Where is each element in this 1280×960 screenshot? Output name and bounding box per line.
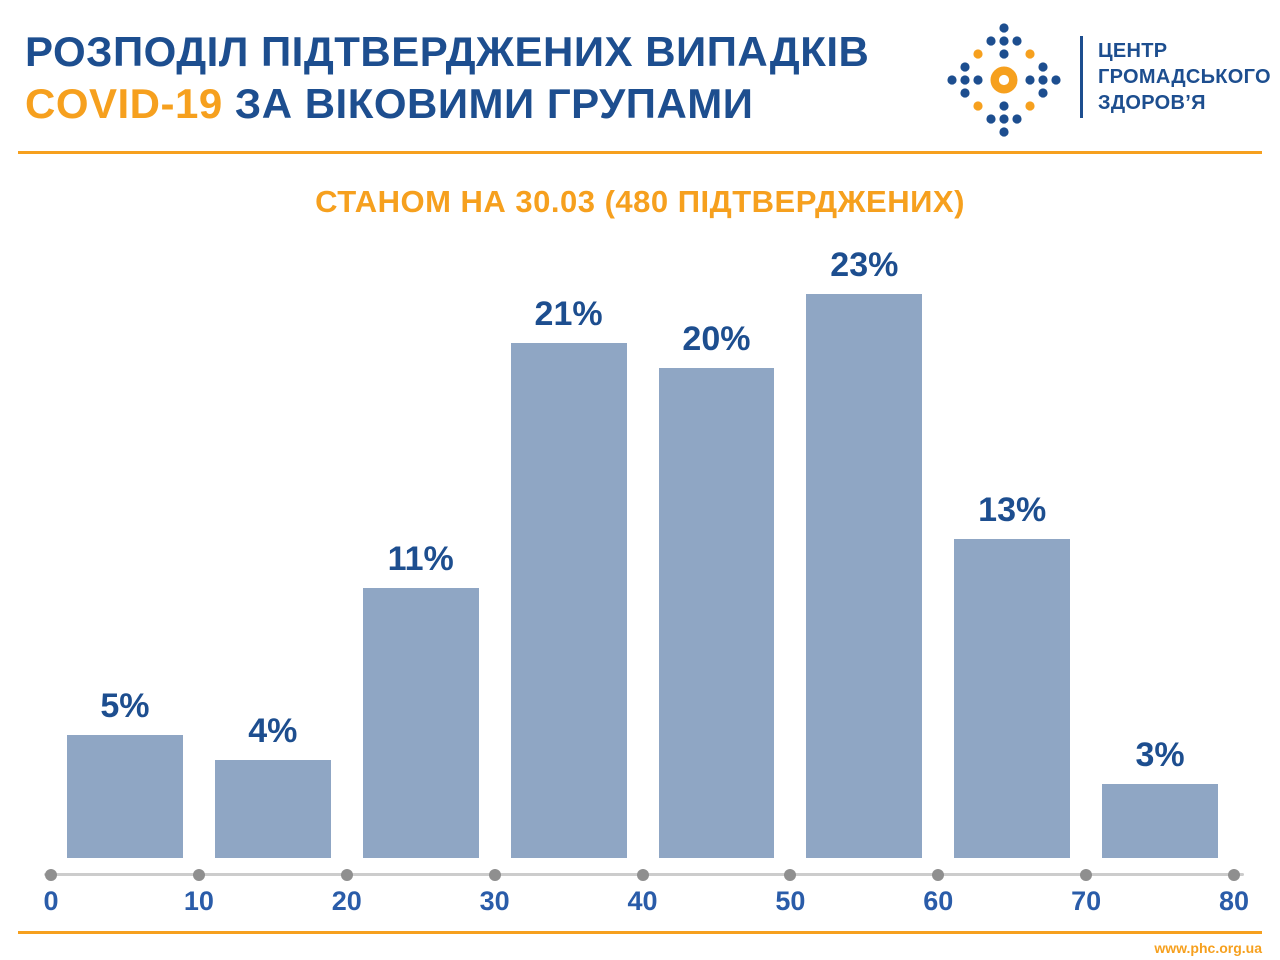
- chart-subtitle: СТАНОМ НА 30.03 (480 ПІДТВЕРДЖЕНИХ): [315, 184, 965, 219]
- bar-age-60–70: [954, 539, 1071, 858]
- axis-tick-label-40: 40: [627, 886, 658, 916]
- bar-value-label-20–30: 11%: [387, 540, 454, 578]
- axis-tick-label-10: 10: [183, 886, 214, 916]
- logo-text-line1: ЦЕНТР: [1098, 40, 1168, 62]
- bar-age-0–10: [67, 735, 183, 858]
- footer-divider: [18, 931, 1262, 934]
- bar-age-50–60: [806, 294, 923, 858]
- phc-dots-logo-icon: [947, 23, 1061, 137]
- axis-tick-label-60: 60: [923, 886, 954, 916]
- logo-separator: [1080, 36, 1083, 118]
- axis-tick-dot-70: [1080, 869, 1093, 881]
- bar-value-label-60–70: 13%: [978, 491, 1047, 529]
- logo-text: ЦЕНТР ГРОМАДСЬКОГО ЗДОРОВ’Я: [1098, 38, 1271, 116]
- axis-tick-label-0: 0: [43, 886, 59, 916]
- axis-tick-dot-50: [784, 869, 797, 881]
- bar-value-label-50–60: 23%: [830, 246, 899, 284]
- bar-value-label-70–80: 3%: [1135, 736, 1185, 774]
- page-title: РОЗПОДІЛ ПІДТВЕРДЖЕНИХ ВИПАДКІВ COVID-19…: [25, 26, 869, 130]
- logo-text-line2: ГРОМАДСЬКОГО: [1098, 66, 1271, 88]
- axis-tick-dot-10: [192, 869, 205, 881]
- axis-tick-dot-80: [1228, 869, 1240, 881]
- axis-tick-label-30: 30: [479, 886, 510, 916]
- axis-tick-dot-30: [488, 869, 501, 881]
- axis-tick-dot-0: [45, 869, 57, 881]
- axis-tick-label-80: 80: [1218, 886, 1250, 916]
- bar-value-label-40–50: 20%: [682, 320, 751, 358]
- logo-text-line3: ЗДОРОВ’Я: [1098, 92, 1206, 114]
- phc-logo: ЦЕНТР ГРОМАДСЬКОГО ЗДОРОВ’Я: [944, 18, 1271, 142]
- axis-tick-label-70: 70: [1071, 886, 1102, 916]
- logo-center-ring: [990, 66, 1018, 94]
- bar-age-10–20: [214, 760, 331, 858]
- bar-value-label-10–20: 4%: [248, 712, 298, 750]
- page-title-line2: COVID-19 ЗА ВІКОВИМИ ГРУПАМИ: [25, 78, 869, 130]
- bar-age-20–30: [362, 588, 479, 858]
- bar-age-40–50: [658, 368, 775, 858]
- bar-age-70–80: [1102, 784, 1218, 858]
- page-title-line1: РОЗПОДІЛ ПІДТВЕРДЖЕНИХ ВИПАДКІВ: [25, 28, 870, 75]
- axis-tick-dot-40: [636, 869, 649, 881]
- axis-tick-label-50: 50: [775, 886, 806, 916]
- axis-tick-dot-20: [340, 869, 353, 881]
- header-divider: [18, 151, 1262, 154]
- bar-value-label-0–10: 5%: [100, 687, 150, 725]
- footer-url: www.phc.org.ua: [1154, 940, 1262, 956]
- page-title-line2-rest: ЗА ВІКОВИМИ ГРУПАМИ: [234, 80, 754, 127]
- axis-tick-label-20: 20: [331, 886, 362, 916]
- covid19-highlight: COVID-19: [25, 80, 223, 127]
- bar-value-label-30–40: 21%: [534, 295, 603, 333]
- bar-age-30–40: [510, 343, 627, 858]
- axis-tick-dot-60: [932, 869, 945, 881]
